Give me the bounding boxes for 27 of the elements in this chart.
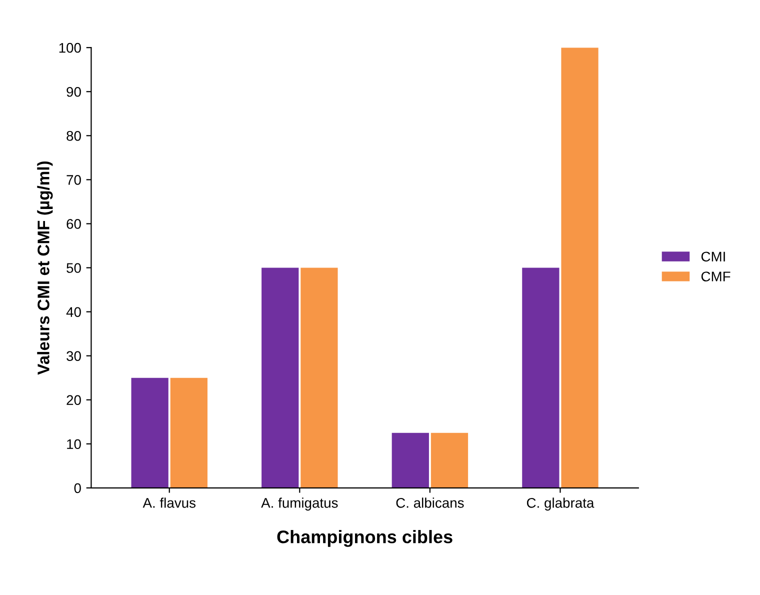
y-tick-label: 30 [66, 351, 81, 361]
y-tick-label: 50 [66, 263, 81, 273]
x-tick-label: A. fumigatus [261, 498, 338, 511]
bar [170, 378, 208, 488]
x-tick-label: A. flavus [142, 498, 196, 508]
bar [561, 48, 598, 488]
bar [300, 268, 338, 488]
y-tick-label: 90 [66, 86, 81, 97]
bar [131, 378, 168, 488]
y-axis-title: Valeurs CMI et CMF (µg/ml) [37, 161, 53, 375]
bar [430, 432, 468, 488]
y-tick-label: 80 [66, 130, 81, 141]
legend-label: CMI [701, 252, 725, 262]
y-tick-label: 100 [59, 42, 81, 53]
y-tick-label: 60 [66, 219, 81, 229]
y-tick-label: 40 [66, 307, 81, 317]
x-axis-title: Champignons cibles [277, 530, 452, 547]
bar [262, 268, 299, 488]
x-tick-label: C. glabrata [526, 498, 594, 511]
y-tick-label: 10 [67, 439, 81, 450]
bar [522, 268, 560, 488]
y-tick-label: 20 [66, 395, 81, 406]
y-tick-label: 70 [66, 175, 81, 185]
y-tick-label: 0 [74, 483, 81, 494]
x-tick-label: C. albicans [396, 498, 464, 508]
bar [392, 432, 429, 488]
legend-label: CMF [701, 272, 730, 282]
